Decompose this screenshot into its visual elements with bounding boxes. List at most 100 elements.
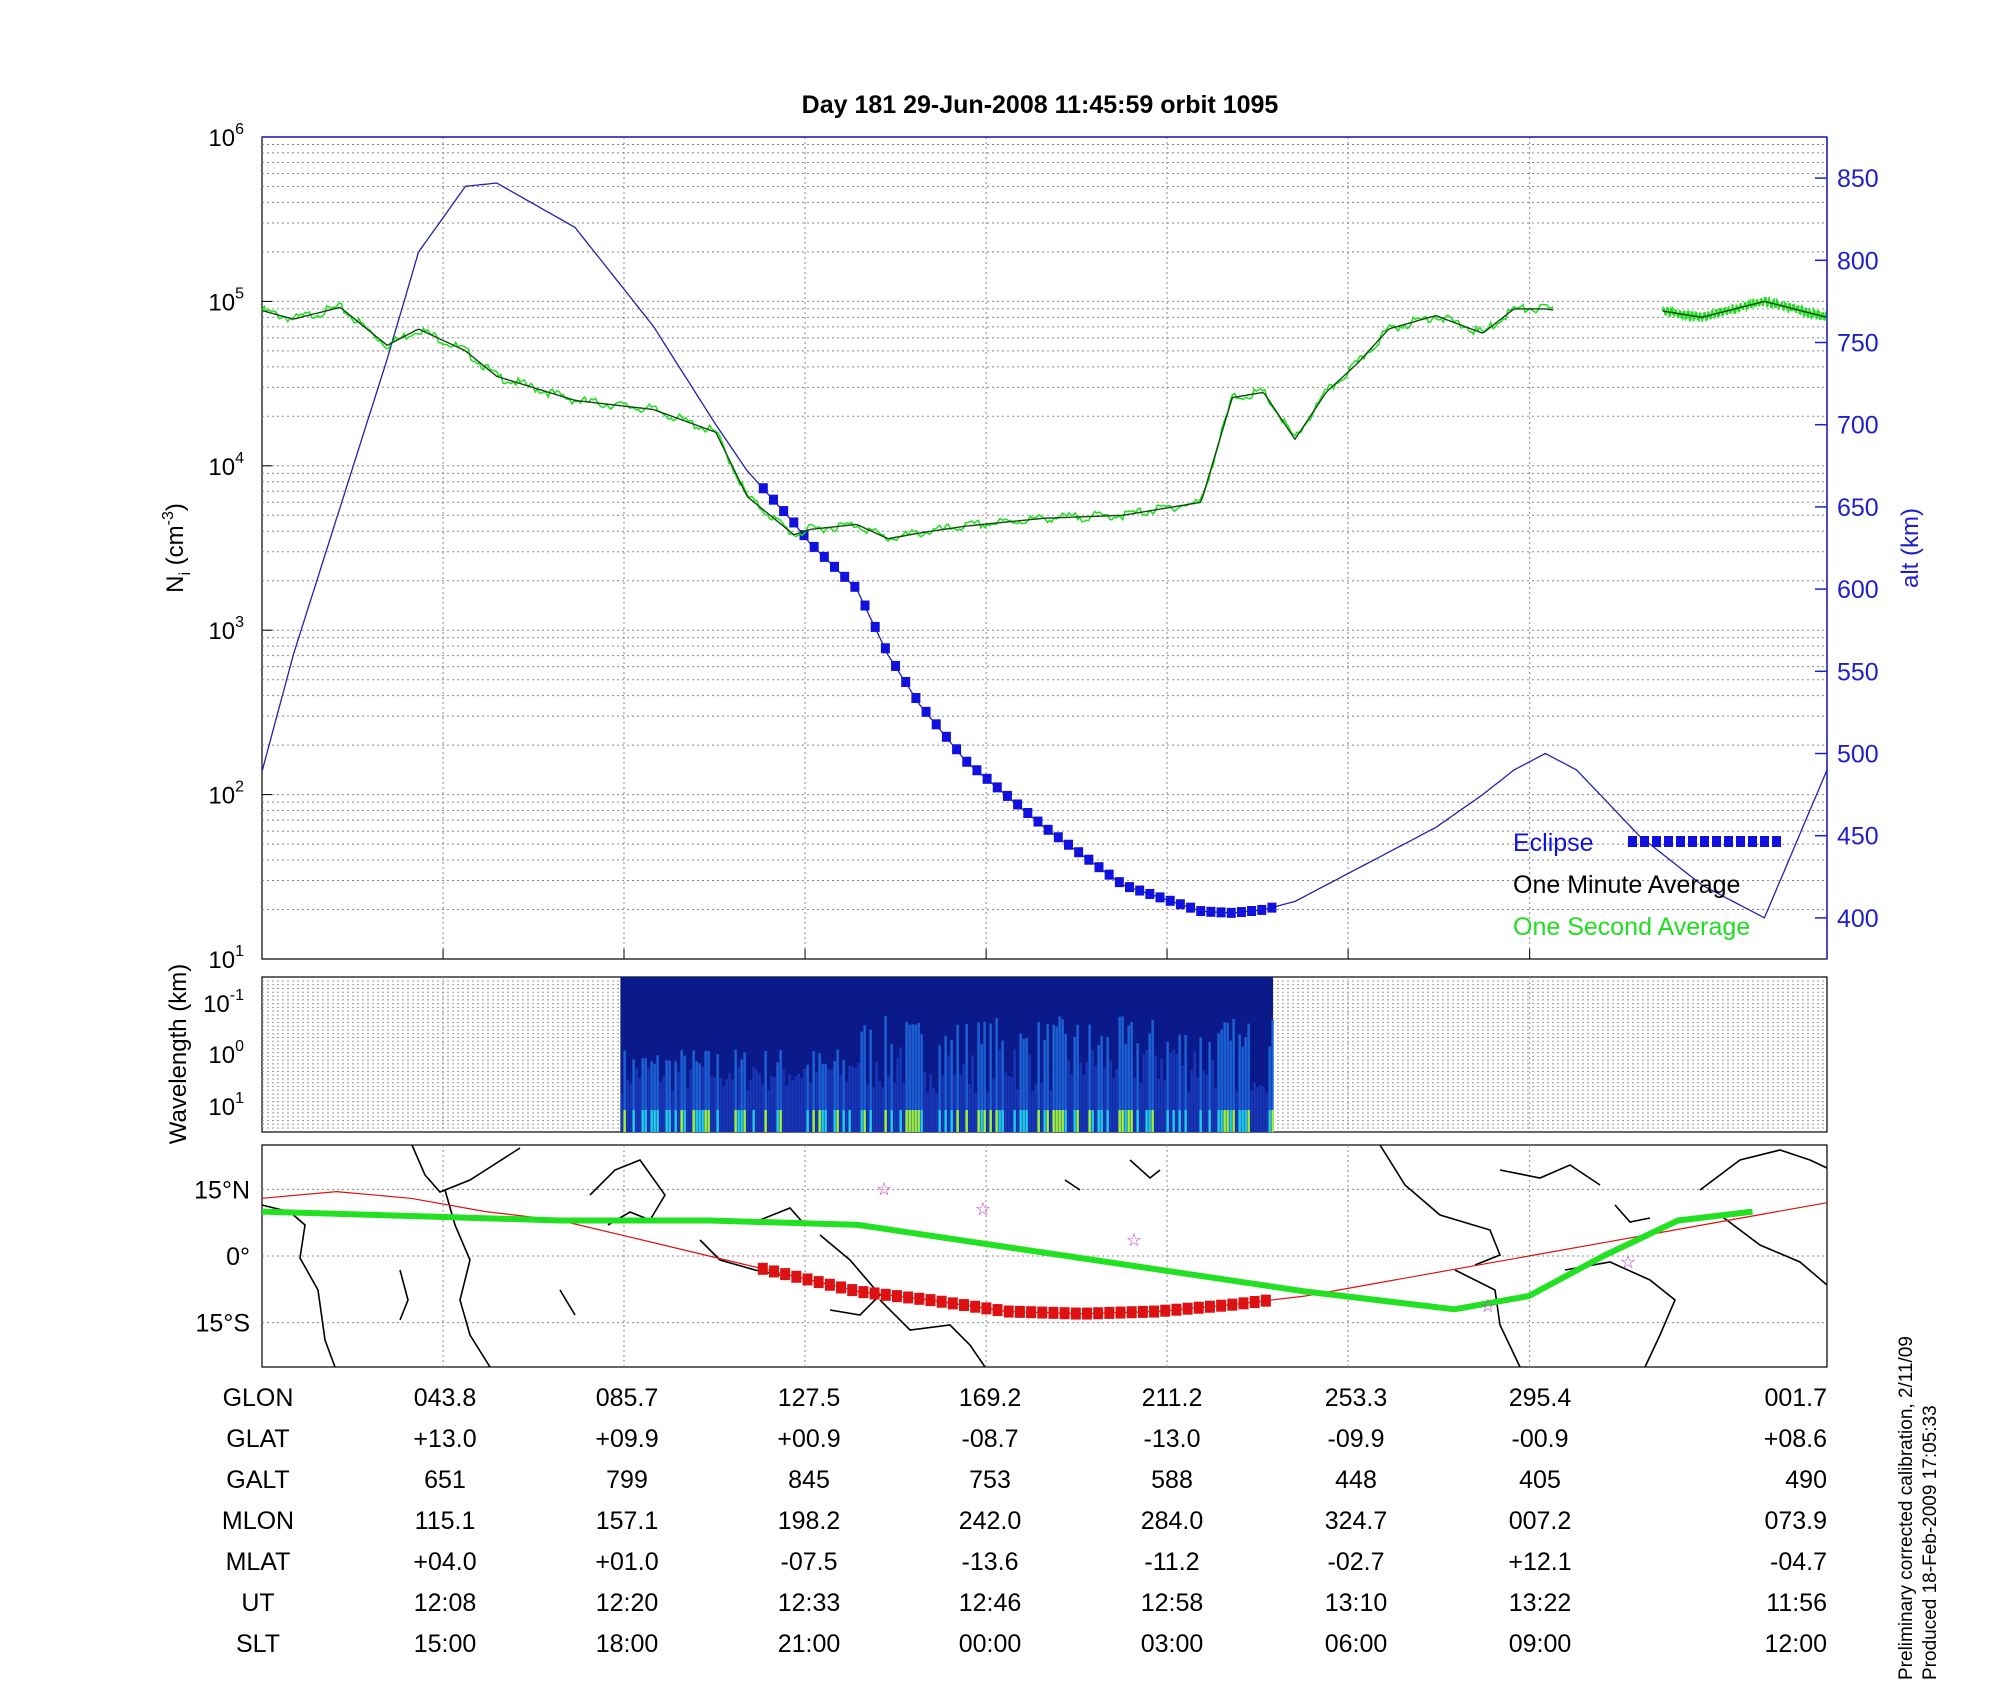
spectrogram-y-axis-label: Wavelength (km) bbox=[165, 964, 192, 1145]
table-cell: 405 bbox=[1519, 1466, 1561, 1494]
spectrogram-column-high bbox=[869, 1110, 872, 1132]
coastlines bbox=[261, 1144, 1828, 1368]
spectrogram-column bbox=[1190, 1070, 1193, 1132]
spectrogram-column bbox=[797, 1073, 800, 1132]
spectrogram-column-high bbox=[983, 1110, 986, 1132]
spectrogram-column bbox=[1193, 1051, 1196, 1132]
spectrogram-column-high bbox=[1097, 1110, 1100, 1132]
eclipse-marker bbox=[809, 541, 819, 552]
spectrogram-column bbox=[1163, 1080, 1166, 1132]
spectrogram-column bbox=[656, 1055, 659, 1132]
one-second-average-line bbox=[261, 301, 1554, 543]
y-tick-label: 103 bbox=[208, 614, 244, 645]
spectrogram-column bbox=[1016, 1089, 1019, 1132]
spectrogram-column-high bbox=[989, 1110, 992, 1132]
eclipse-track-marker bbox=[847, 1284, 858, 1297]
spectrogram-column bbox=[740, 1059, 743, 1132]
spectrogram-column-high bbox=[977, 1110, 980, 1132]
spectrogram-column bbox=[1034, 1084, 1037, 1132]
y2-tick-label: 750 bbox=[1837, 330, 1879, 358]
legend-second-label: One Second Average bbox=[1513, 913, 1750, 941]
spectrogram-column bbox=[1208, 1042, 1211, 1132]
spectrogram-column-high bbox=[1145, 1110, 1148, 1132]
spectrogram-column-high bbox=[1148, 1110, 1151, 1132]
spectrogram-column-high bbox=[1178, 1110, 1181, 1132]
spectrogram-column bbox=[1175, 1053, 1178, 1132]
table-cell: -04.7 bbox=[1770, 1548, 1827, 1576]
spectrogram-column-high bbox=[1247, 1110, 1250, 1132]
spectrogram-column bbox=[1082, 1075, 1085, 1132]
table-cell: +04.0 bbox=[413, 1548, 476, 1576]
spectrogram-column bbox=[935, 1093, 938, 1132]
spectrogram-column bbox=[1088, 1024, 1091, 1132]
spectrogram-column-high bbox=[1076, 1110, 1079, 1132]
spectrogram-column-high bbox=[1001, 1110, 1004, 1132]
spectrogram-column bbox=[974, 1093, 977, 1132]
legend-eclipse-marker bbox=[1724, 836, 1733, 847]
legend-eclipse-marker bbox=[1772, 836, 1781, 847]
spectrogram-column bbox=[755, 1069, 758, 1132]
spectrogram-column bbox=[1028, 1054, 1031, 1132]
spectrogram-column-high bbox=[1025, 1110, 1028, 1132]
spectrogram-column bbox=[809, 1082, 812, 1132]
eclipse-track-marker bbox=[1048, 1306, 1059, 1319]
spectrogram-column-high bbox=[860, 1110, 863, 1132]
eclipse-track-marker bbox=[1059, 1307, 1070, 1320]
eclipse-marker bbox=[1165, 895, 1175, 906]
spectrogram-column bbox=[1061, 1019, 1064, 1132]
spectrogram-column bbox=[950, 1039, 953, 1132]
spectrogram-column-high bbox=[1151, 1110, 1154, 1132]
spectrogram-column bbox=[731, 1079, 734, 1132]
spectrogram-column bbox=[1049, 1090, 1052, 1132]
spectrogram-column-high bbox=[944, 1110, 947, 1132]
spectrogram-column bbox=[746, 1090, 749, 1132]
table-row-label: MLON bbox=[222, 1507, 294, 1535]
y-tick-label: 105 bbox=[208, 285, 244, 316]
spectrogram-column bbox=[665, 1060, 668, 1132]
spectrogram-column bbox=[1064, 1033, 1067, 1132]
spectrogram-column bbox=[1220, 1029, 1223, 1132]
table-row-label: MLAT bbox=[226, 1548, 291, 1576]
spectrogram-column bbox=[866, 1084, 869, 1132]
eclipse-track-marker bbox=[1182, 1302, 1193, 1315]
y2-tick-label: 550 bbox=[1837, 658, 1879, 686]
spectrogram-column-high bbox=[863, 1110, 866, 1132]
table-cell: 06:00 bbox=[1325, 1630, 1388, 1658]
y2-tick-label: 800 bbox=[1837, 247, 1879, 275]
y-tick-exponent: 2 bbox=[235, 779, 244, 796]
spectrogram-column bbox=[704, 1050, 707, 1132]
spectrogram-column-high bbox=[917, 1110, 920, 1132]
spectrogram-column-high bbox=[737, 1110, 740, 1132]
spectrogram-column-high bbox=[911, 1110, 914, 1132]
eclipse-track-marker bbox=[1115, 1306, 1126, 1319]
spectrogram-column-high bbox=[1184, 1110, 1187, 1132]
spectrogram-column bbox=[1235, 1091, 1238, 1132]
spectrogram-column-high bbox=[623, 1110, 626, 1132]
spectrogram-column bbox=[875, 1061, 878, 1132]
coastline bbox=[1129, 1159, 1161, 1180]
spectrogram-column bbox=[1046, 1024, 1049, 1132]
spectrogram-column bbox=[1007, 1075, 1010, 1132]
spectrogram-column bbox=[962, 1064, 965, 1132]
legend-eclipse-marker bbox=[1652, 836, 1661, 847]
spectrogram-column bbox=[674, 1061, 677, 1132]
eclipse-track-marker bbox=[836, 1281, 847, 1294]
table-cell: 490 bbox=[1785, 1466, 1827, 1494]
spectrogram-column bbox=[1202, 1070, 1205, 1132]
table-cell: -07.5 bbox=[781, 1548, 838, 1576]
eclipse-track-marker bbox=[1249, 1295, 1260, 1308]
spectrogram-column bbox=[1094, 1066, 1097, 1132]
table-cell: 295.4 bbox=[1509, 1384, 1572, 1412]
spectrogram-column bbox=[683, 1055, 686, 1132]
spectrogram-column bbox=[1148, 1033, 1151, 1132]
star-marker: ☆ bbox=[1620, 1252, 1636, 1272]
table-cell: 03:00 bbox=[1141, 1630, 1204, 1658]
spectrogram-column bbox=[860, 1031, 863, 1132]
spectrogram-column bbox=[881, 1087, 884, 1132]
spectrogram-column-high bbox=[1061, 1110, 1064, 1132]
spectrogram-column bbox=[1178, 1034, 1181, 1132]
table-cell: 13:22 bbox=[1509, 1589, 1572, 1617]
spectrogram-column bbox=[1019, 1033, 1022, 1132]
spectrogram-column-high bbox=[656, 1110, 659, 1132]
